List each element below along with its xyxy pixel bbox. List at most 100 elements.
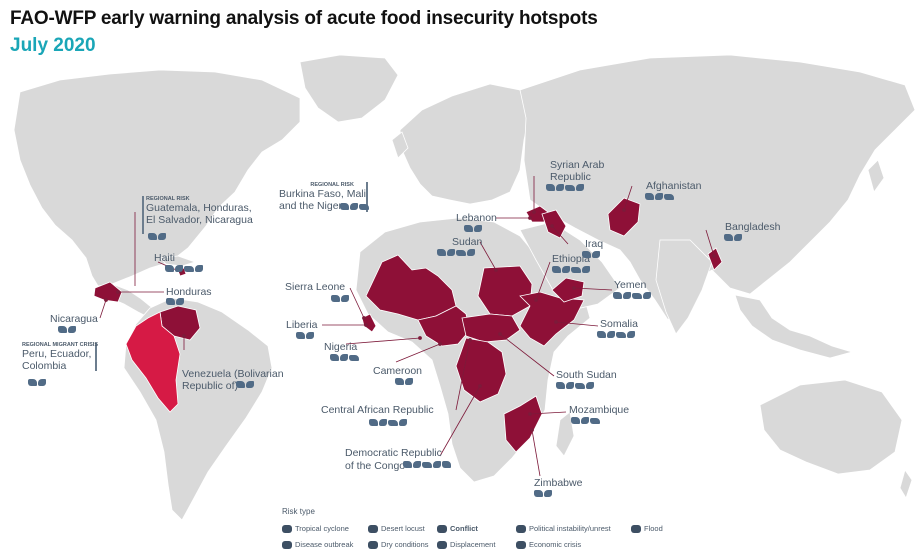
label-iraq: Iraq [585, 238, 604, 250]
displacement-icon [437, 540, 447, 549]
regional-bar-central-america [142, 196, 144, 234]
label-cameroon: Cameroon [373, 365, 423, 377]
label-nigeria: Nigeria [324, 341, 358, 353]
risk-icons [331, 295, 349, 302]
japan [867, 159, 885, 193]
label-south-sudan: South Sudan [556, 369, 617, 381]
regional-sahel: REGIONAL RISK Burkina Faso, Mali and the… [279, 182, 366, 212]
regional-text: and the Niger [279, 200, 343, 212]
regional-text: Colombia [22, 360, 67, 372]
label-honduras: Honduras [166, 286, 212, 298]
afghanistan-hotspot [607, 197, 641, 237]
risk-icons [369, 419, 407, 426]
cyclone-icon [282, 524, 292, 533]
regional-tag: REGIONAL RISK [310, 182, 354, 188]
bangladesh-hotspot [707, 247, 723, 271]
risk-icons [724, 234, 742, 241]
label-sudan: Sudan [452, 236, 483, 248]
risk-icons [546, 184, 584, 191]
iraq-hotspot [541, 209, 567, 239]
regional-text: Peru, Ecuador, [22, 348, 92, 360]
label-venezuela: Venezuela (Bolivarian [182, 368, 284, 380]
disease-icon [282, 540, 292, 549]
south-sudan-car-hotspot [461, 313, 521, 343]
label-sierra-leone: Sierra Leone [285, 281, 346, 293]
sahel-hotspot [365, 254, 457, 321]
risk-icons [395, 378, 413, 385]
europe [399, 83, 531, 205]
legend-displacement: Displacement [437, 540, 495, 549]
greenland [299, 54, 399, 123]
label-venezuela: Republic of) [182, 380, 239, 392]
risk-icons [236, 381, 254, 388]
regional-central-america: REGIONAL RISK Guatemala, Honduras, El Sa… [146, 196, 253, 226]
drc-hotspot [455, 337, 507, 403]
yemen-hotspot [551, 277, 585, 303]
label-nicaragua: Nicaragua [50, 313, 98, 325]
mozambique-zimbabwe-hotspot [503, 395, 543, 453]
risk-icons [464, 225, 482, 232]
label-ethiopia: Ethiopia [552, 253, 590, 265]
north-america [13, 69, 301, 287]
label-drc: Democratic Republic [345, 447, 442, 459]
risk-icons [552, 266, 590, 273]
legend-flood: Flood [631, 524, 663, 533]
economic-icon [516, 540, 526, 549]
legend-dry: Dry conditions [368, 540, 429, 549]
legend-tropical-cyclone: Tropical cyclone [282, 524, 349, 533]
locust-icon [368, 524, 378, 533]
uk [391, 131, 409, 159]
risk-icons [645, 193, 674, 200]
legend-disease: Disease outbreak [282, 540, 353, 549]
regional-tag: REGIONAL RISK [146, 196, 190, 202]
cuba [159, 255, 197, 267]
conflict-icon [437, 524, 447, 533]
risk-icons [403, 461, 451, 468]
legend-conflict: Conflict [437, 524, 478, 533]
leader-lines [99, 176, 716, 477]
new-zealand [899, 469, 913, 499]
label-drc: of the Congo [345, 460, 406, 472]
flood-icon [631, 524, 641, 533]
risk-icons [148, 233, 166, 240]
regional-text: Burkina Faso, Mali [279, 188, 366, 200]
risk-icons [28, 379, 46, 386]
label-yemen: Yemen [614, 279, 647, 291]
legend-economic: Economic crisis [516, 540, 581, 549]
legend-desert-locust: Desert locust [368, 524, 425, 533]
land-masses [13, 54, 916, 521]
label-mozambique: Mozambique [569, 404, 630, 416]
hotspot-regions [93, 197, 723, 453]
regional-tag: REGIONAL MIGRANT CRISIS [22, 342, 98, 348]
migrant-crisis-hotspot [125, 311, 181, 413]
label-syria: Republic [550, 171, 591, 183]
label-liberia: Liberia [286, 319, 318, 331]
ethiopia-somalia-hotspot [519, 291, 585, 347]
india [655, 239, 713, 335]
regional-bar-sahel [366, 182, 368, 212]
legend-political: Political instability/unrest [516, 524, 611, 533]
legend-title: Risk type [282, 507, 315, 516]
risk-icons [613, 292, 651, 299]
map-subtitle: July 2020 [10, 35, 96, 56]
drought-icon [368, 540, 378, 549]
label-afghanistan: Afghanistan [646, 180, 702, 192]
risk-icons [165, 265, 203, 272]
regional-bar-migrant [95, 343, 97, 371]
madagascar [555, 411, 575, 457]
asia [519, 54, 916, 321]
australia [759, 379, 903, 475]
political-icon [516, 524, 526, 533]
risk-icons [597, 331, 635, 338]
risk-icons [58, 326, 76, 333]
risk-icons [330, 354, 359, 361]
label-lebanon: Lebanon [456, 212, 497, 224]
risk-icons [556, 382, 594, 389]
risk-icons [296, 332, 314, 339]
risk-icons [534, 490, 552, 497]
central-america-hotspot [93, 281, 123, 303]
risk-icons [340, 203, 369, 210]
label-zimbabwe: Zimbabwe [534, 477, 583, 489]
sudan-hotspot [477, 265, 533, 317]
